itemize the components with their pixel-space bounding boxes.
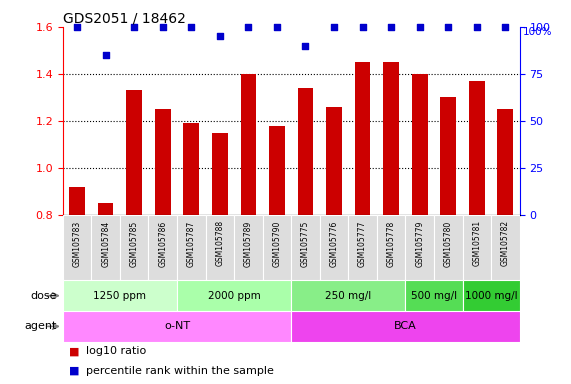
Bar xyxy=(355,62,371,215)
Point xyxy=(329,24,339,30)
Point xyxy=(501,24,510,30)
Bar xyxy=(155,109,171,215)
Point xyxy=(130,24,139,30)
Text: 250 mg/l: 250 mg/l xyxy=(325,291,371,301)
Text: 500 mg/l: 500 mg/l xyxy=(411,291,457,301)
Bar xyxy=(183,123,199,215)
Point xyxy=(301,43,310,49)
Point xyxy=(444,24,453,30)
Bar xyxy=(326,107,342,215)
Bar xyxy=(120,215,148,280)
Text: GSM105786: GSM105786 xyxy=(158,220,167,266)
Text: ■: ■ xyxy=(69,346,79,356)
Bar xyxy=(63,280,177,311)
Bar xyxy=(291,215,320,280)
Bar xyxy=(63,311,291,342)
Bar xyxy=(212,133,228,215)
Bar xyxy=(98,203,114,215)
Text: 2000 ppm: 2000 ppm xyxy=(208,291,260,301)
Text: GSM105780: GSM105780 xyxy=(444,220,453,266)
Bar xyxy=(63,215,91,280)
Text: GSM105787: GSM105787 xyxy=(187,220,196,266)
Bar xyxy=(463,280,520,311)
Bar xyxy=(148,215,177,280)
Text: GSM105778: GSM105778 xyxy=(387,220,396,266)
Point xyxy=(101,52,110,58)
Bar xyxy=(91,215,120,280)
Bar xyxy=(69,187,85,215)
Text: GSM105790: GSM105790 xyxy=(272,220,282,266)
Bar xyxy=(297,88,313,215)
Bar xyxy=(234,215,263,280)
Point xyxy=(73,24,82,30)
Text: 1000 mg/l: 1000 mg/l xyxy=(465,291,517,301)
Text: GSM105779: GSM105779 xyxy=(415,220,424,266)
Text: GSM105789: GSM105789 xyxy=(244,220,253,266)
Text: o-NT: o-NT xyxy=(164,321,190,331)
Bar xyxy=(240,74,256,215)
Bar xyxy=(405,280,463,311)
Point xyxy=(187,24,196,30)
Text: GSM105788: GSM105788 xyxy=(215,220,224,266)
Point xyxy=(244,24,253,30)
Bar xyxy=(291,280,405,311)
Point xyxy=(158,24,167,30)
Bar xyxy=(383,62,399,215)
Point xyxy=(415,24,424,30)
Bar xyxy=(177,280,291,311)
Text: GDS2051 / 18462: GDS2051 / 18462 xyxy=(63,12,186,25)
Point xyxy=(215,33,224,40)
Text: GSM105781: GSM105781 xyxy=(472,220,481,266)
Point xyxy=(272,24,282,30)
Text: ■: ■ xyxy=(69,366,79,376)
Text: percentile rank within the sample: percentile rank within the sample xyxy=(86,366,274,376)
Bar xyxy=(291,311,520,342)
Bar xyxy=(405,215,434,280)
Bar xyxy=(377,215,405,280)
Text: GSM105785: GSM105785 xyxy=(130,220,139,266)
Text: GSM105776: GSM105776 xyxy=(329,220,339,266)
Bar xyxy=(348,215,377,280)
Text: GSM105782: GSM105782 xyxy=(501,220,510,266)
Text: GSM105783: GSM105783 xyxy=(73,220,82,266)
Bar xyxy=(206,215,234,280)
Bar xyxy=(434,215,463,280)
Bar xyxy=(412,74,428,215)
Bar xyxy=(497,109,513,215)
Text: GSM105784: GSM105784 xyxy=(101,220,110,266)
Text: GSM105775: GSM105775 xyxy=(301,220,310,266)
Bar xyxy=(320,215,348,280)
Point xyxy=(358,24,367,30)
Bar xyxy=(491,215,520,280)
Text: 1250 ppm: 1250 ppm xyxy=(94,291,146,301)
Text: GSM105777: GSM105777 xyxy=(358,220,367,266)
Text: BCA: BCA xyxy=(394,321,417,331)
Text: dose: dose xyxy=(31,291,57,301)
Text: 100%: 100% xyxy=(522,27,552,37)
Bar xyxy=(177,215,206,280)
Bar xyxy=(269,126,285,215)
Text: agent: agent xyxy=(25,321,57,331)
Text: log10 ratio: log10 ratio xyxy=(86,346,146,356)
Point xyxy=(472,24,481,30)
Bar xyxy=(263,215,291,280)
Bar xyxy=(126,90,142,215)
Point xyxy=(387,24,396,30)
Bar xyxy=(469,81,485,215)
Bar xyxy=(463,215,491,280)
Bar xyxy=(440,98,456,215)
